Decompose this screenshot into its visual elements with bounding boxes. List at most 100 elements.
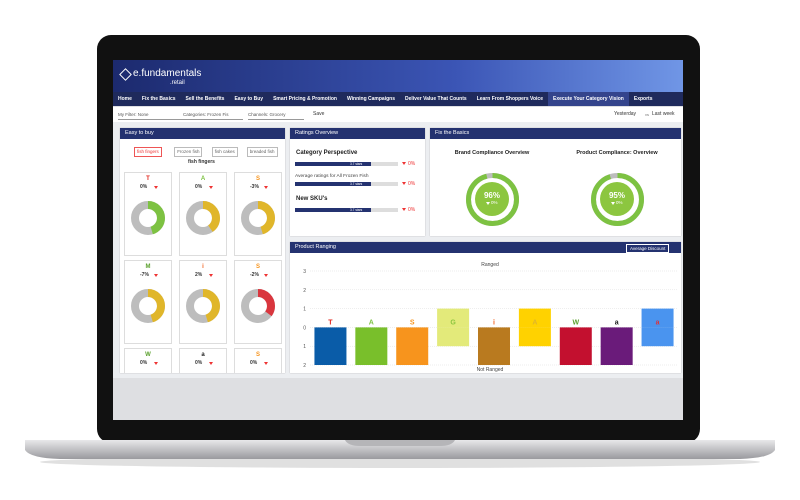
bar — [355, 327, 388, 365]
compliance-gauge — [465, 172, 519, 226]
gauge-center — [475, 182, 509, 216]
bar — [396, 327, 429, 365]
tab[interactable]: breaded fish — [246, 147, 278, 157]
change-value: 0% — [140, 184, 148, 190]
panel: Easy to buy fish fingers Frozen fish fish c… — [120, 128, 285, 373]
bar — [641, 308, 674, 328]
retailer-donut — [186, 289, 220, 323]
change-value: -2% — [250, 272, 259, 278]
retailer-icon: a — [201, 352, 205, 358]
tab[interactable]: fish fingers — [134, 147, 162, 157]
nav-item[interactable]: Home — [118, 96, 132, 102]
nav-item[interactable]: Smart Pricing & Promotion — [273, 96, 337, 102]
filter-select[interactable]: My Filter: None — [118, 110, 183, 120]
section-heading: Category Perspective — [296, 150, 358, 156]
panel-title: Ratings Overview — [290, 128, 425, 139]
down-arrow — [154, 362, 158, 365]
nav-item[interactable]: Easy to Buy — [234, 96, 264, 102]
change-value: 2% — [195, 272, 203, 278]
change-value: -7% — [140, 272, 149, 278]
down-arrow — [402, 182, 406, 185]
donut-arc — [131, 201, 165, 235]
retailer-icon: W — [145, 352, 151, 358]
laptop-base — [25, 440, 775, 459]
donut-arc — [131, 289, 165, 323]
tab[interactable]: fish cakes — [211, 147, 238, 157]
nav-item[interactable]: Fix the Basics — [141, 96, 176, 102]
down-arrow — [611, 202, 615, 205]
average-discount-button[interactable]: Average Discount — [626, 244, 670, 253]
retailer-icon: i — [202, 264, 204, 270]
nav-bar: Home Fix the Basics Sell the Benefits Easy … — [113, 92, 683, 106]
header — [113, 60, 683, 92]
tab[interactable]: Frozen fish — [174, 147, 203, 157]
brand: e.fundamentals — [133, 68, 202, 79]
vs-label: vs — [645, 112, 649, 117]
down-arrow — [154, 274, 158, 277]
retailer-icon: T — [328, 319, 333, 326]
gauge-center — [600, 182, 634, 216]
change-value: 0% — [408, 161, 416, 167]
nav-item[interactable]: Learn From Shoppers Voice — [476, 96, 543, 102]
bar — [600, 327, 633, 365]
gauge-value: 95% — [608, 191, 625, 200]
retailer-card: S 0% — [234, 348, 282, 373]
down-arrow — [154, 186, 158, 189]
panel: Fix the Basics Brand Compliance Overview 9… — [430, 128, 681, 236]
gauge-title: Brand Compliance Overview — [454, 150, 530, 156]
nav-item[interactable]: Execute Your Category Vision — [548, 92, 629, 106]
change-value: -3% — [250, 184, 259, 190]
nav-item[interactable]: Winning Campaigns — [346, 96, 395, 102]
rating-label: 3.7 stars — [350, 182, 363, 186]
y-tick-label: 2 — [303, 288, 306, 294]
rating-bar — [295, 162, 372, 166]
top-label: Ranged — [481, 262, 499, 268]
bottom-label: Not Ranged — [477, 367, 504, 373]
panel-title: Fix the Basics — [430, 128, 681, 139]
gauge-value: 96% — [483, 191, 500, 200]
retailer-donut — [131, 289, 165, 323]
change-value: 0% — [491, 200, 498, 205]
change-value: 0% — [140, 360, 148, 366]
retailer-card: i 2% — [179, 260, 227, 344]
filter-select[interactable]: Categories: Frozen Fis — [183, 110, 243, 120]
retailer-icon: A — [200, 176, 206, 182]
down-arrow — [209, 362, 213, 365]
retailer-icon: S — [255, 352, 260, 358]
gauge-title: Product Compliance: Overview — [576, 150, 658, 156]
change-value: 0% — [616, 200, 623, 205]
donut-arc — [590, 172, 644, 226]
retailer-icon: G — [450, 319, 456, 326]
donut-arc — [186, 201, 220, 235]
nav-item[interactable]: Deliver Value That Counts — [405, 96, 467, 102]
y-tick-label: 3 — [303, 269, 306, 275]
retailer-icon: a — [615, 319, 619, 326]
nav-item[interactable]: Sell the Benefits — [185, 96, 225, 102]
retailer-card: W 0% — [124, 348, 172, 373]
filter-select[interactable]: Channels: Grocery — [248, 110, 304, 120]
retailer-icon: M — [145, 264, 151, 270]
down-arrow — [264, 186, 268, 189]
caption: Average ratings for All Frozen Fish — [295, 174, 369, 179]
retailer-icon: S — [255, 176, 260, 182]
brand-sub: .retail — [170, 80, 185, 86]
save-button[interactable]: Save — [313, 111, 325, 117]
retailer-card: M -7% — [124, 260, 172, 344]
bar — [437, 327, 470, 347]
bar — [437, 308, 470, 328]
compliance-gauge — [590, 172, 644, 226]
retailer-donut — [241, 201, 275, 235]
retailer-icon: i — [493, 319, 495, 326]
donut-arc — [465, 172, 519, 226]
filter-bar — [113, 107, 683, 122]
retailer-icon: S — [255, 264, 260, 270]
down-arrow — [209, 186, 213, 189]
nav-item[interactable]: Exports — [633, 96, 653, 102]
bar — [641, 327, 674, 347]
period-select[interactable]: Yesterday — [614, 111, 637, 117]
compare-select[interactable]: Last week — [652, 111, 675, 117]
retailer-card: a 0% — [179, 348, 227, 373]
bar — [518, 308, 551, 328]
retailer-icon: A — [532, 319, 537, 326]
